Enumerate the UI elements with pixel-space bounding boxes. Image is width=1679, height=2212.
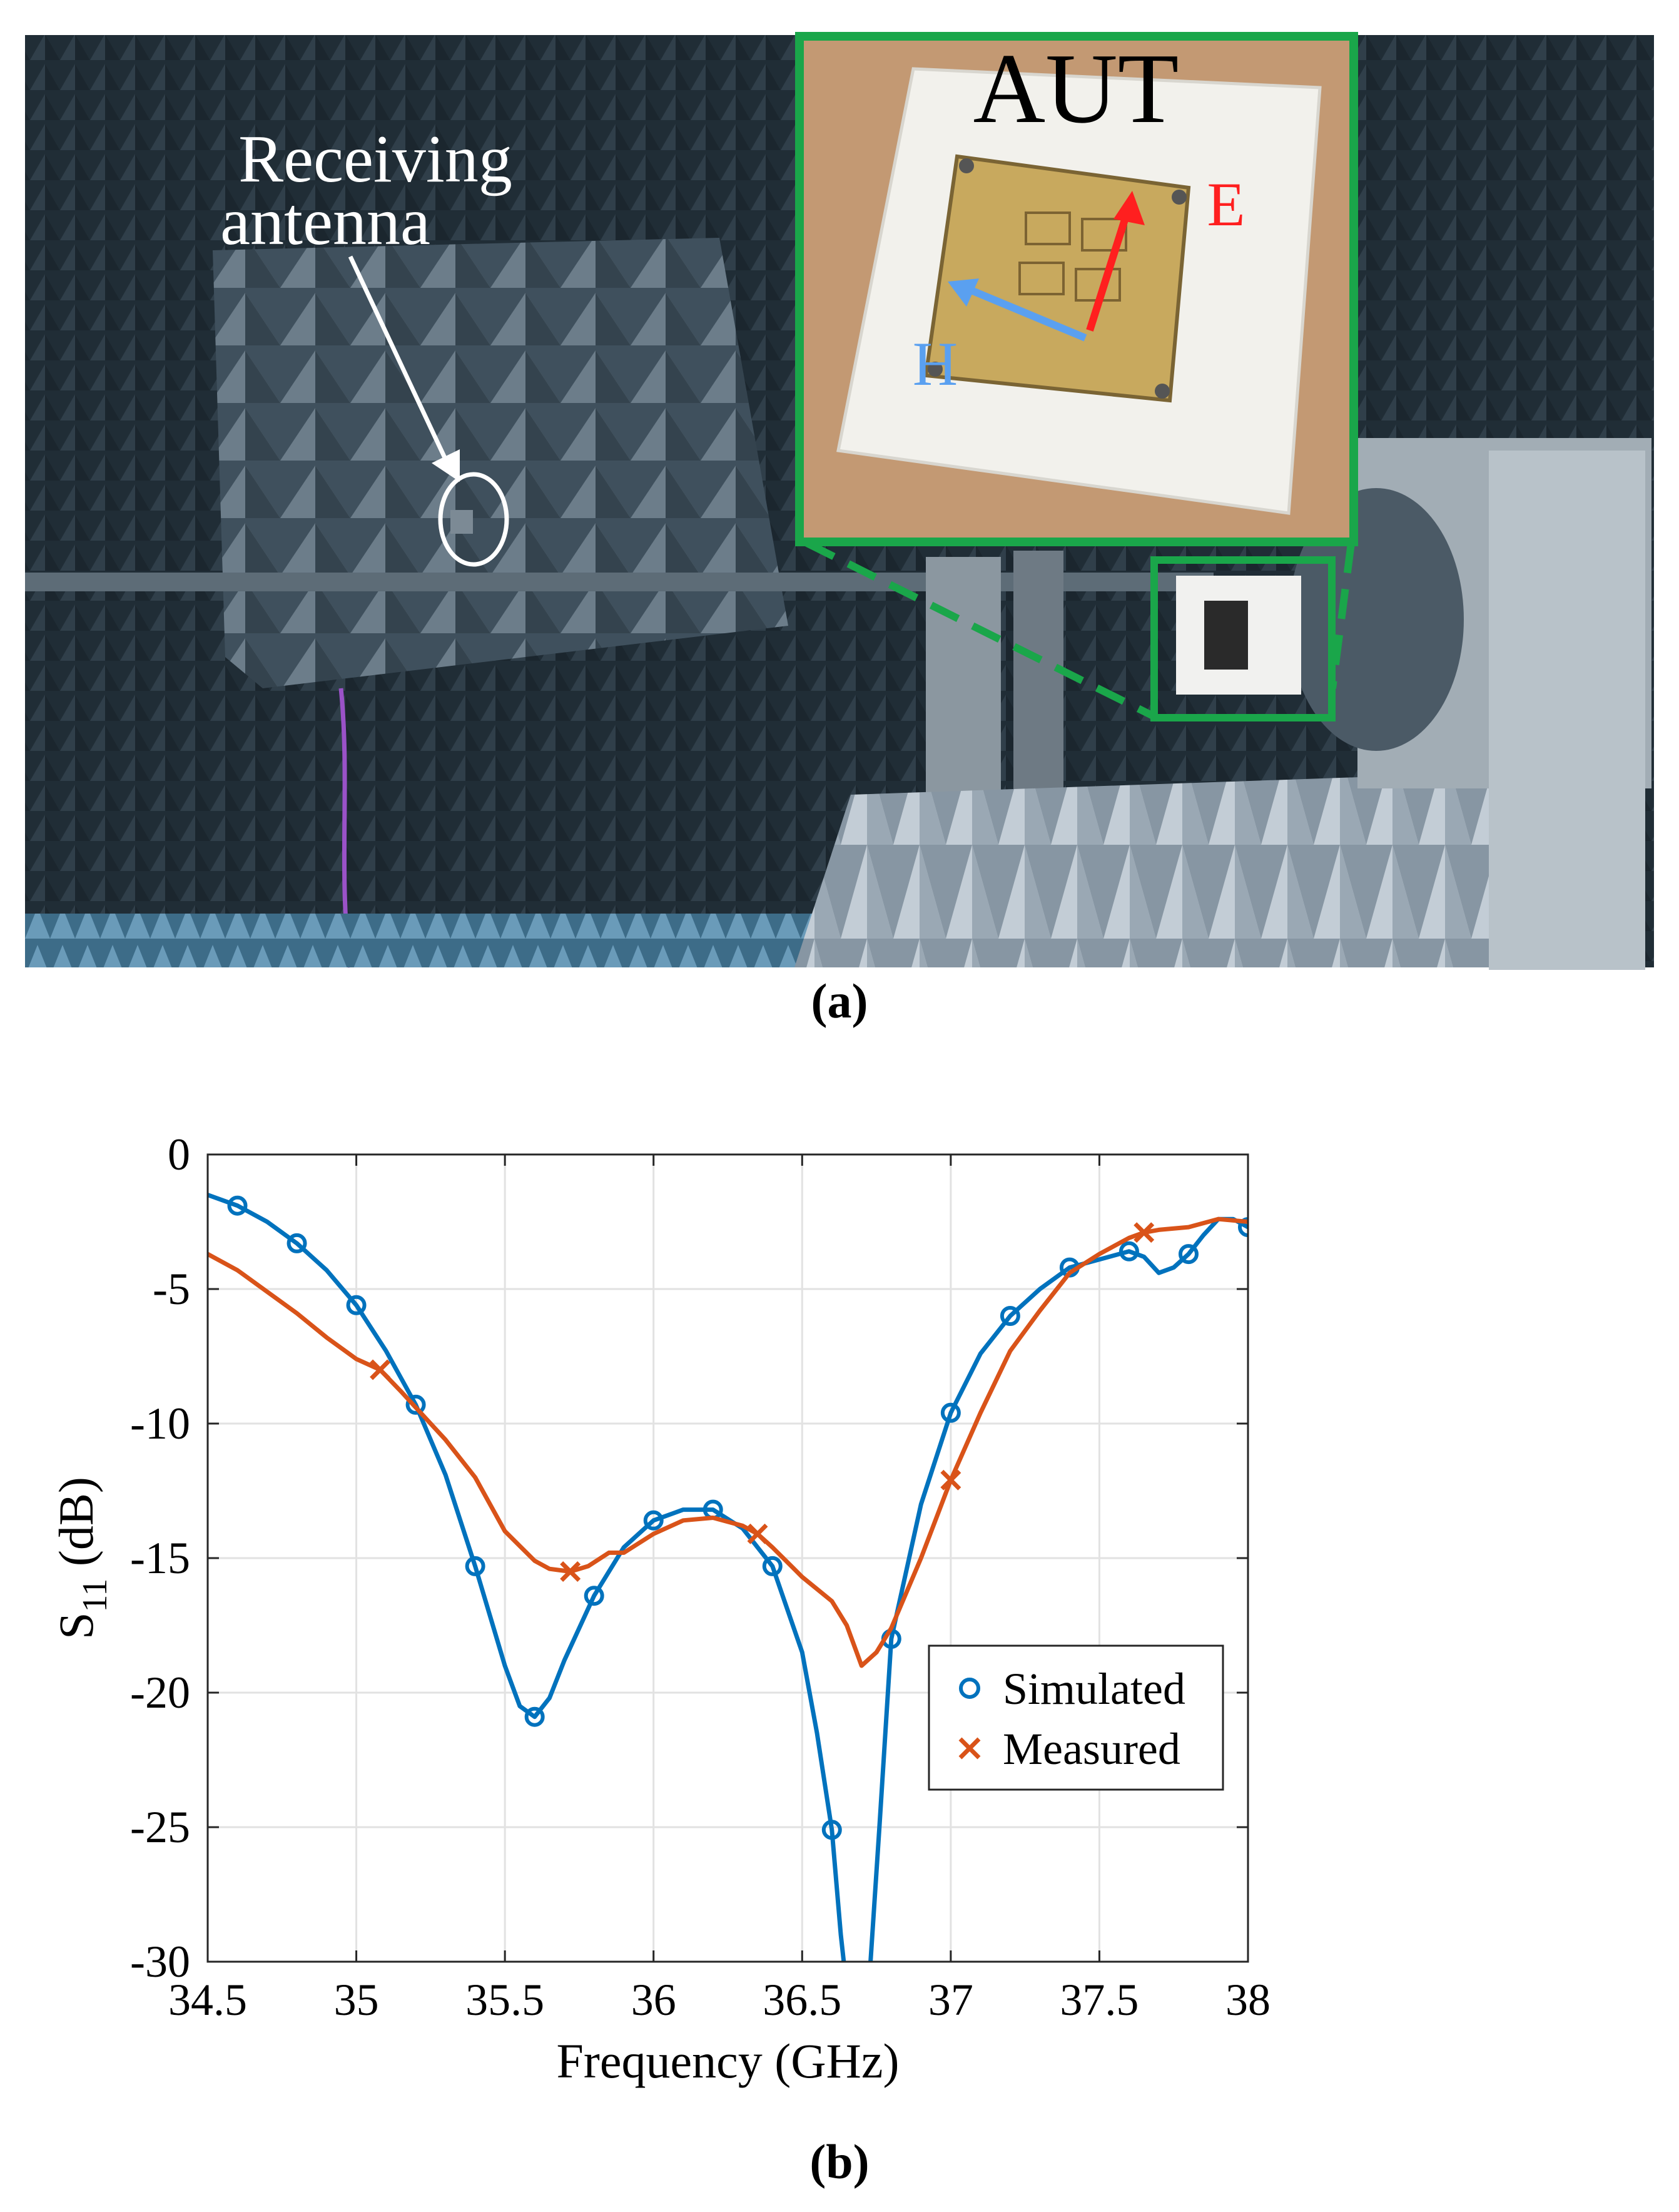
data-point-simulated: [584, 1586, 604, 1606]
h-field-arrowhead: [948, 278, 979, 307]
legend-box: [928, 1644, 1224, 1791]
data-point-measured: [940, 1469, 961, 1491]
data-point-measured: [1134, 1222, 1155, 1243]
x-tick-label: 37: [928, 1975, 973, 2025]
series-measured: [208, 1216, 1248, 1668]
y-axis-label-main: S: [49, 1613, 103, 1639]
data-point-simulated: [762, 1556, 783, 1576]
x-tick-label: 38: [1225, 1975, 1271, 2025]
data-point-simulated: [465, 1556, 485, 1576]
legend-marker-simulated: [959, 1678, 980, 1699]
data-point-measured: [560, 1561, 581, 1582]
receiving-antenna-label-line1: Receiving: [238, 122, 512, 196]
e-field-arrow: [1086, 215, 1130, 332]
y-tick-label: -5: [153, 1264, 190, 1314]
y-axis-label-subscript: 11: [76, 1579, 114, 1613]
h-field-arrow: [971, 287, 1087, 342]
x-tick-label: 35.5: [465, 1975, 544, 2025]
y-tick-label: -10: [130, 1399, 190, 1449]
receiving-antenna-label-line2: antenna: [220, 185, 430, 259]
data-point-simulated: [821, 1820, 842, 1840]
x-axis-label: Frequency (GHz): [557, 2034, 900, 2088]
y-axis-label-unit: (dB): [49, 1477, 103, 1578]
x-tick-label: 35: [334, 1975, 379, 2025]
aut-location-frame: [1150, 556, 1336, 721]
aut-inset: AUT E H: [799, 33, 1354, 542]
data-point-measured: [370, 1359, 391, 1380]
x-tick-label: 34.5: [168, 1975, 247, 2025]
y-tick-label: -30: [130, 1937, 190, 1987]
e-field-label: E: [1207, 170, 1245, 239]
data-point-simulated: [227, 1195, 248, 1216]
y-tick-label: -20: [130, 1668, 190, 1718]
h-field-label: H: [913, 329, 958, 399]
caption-a: (a): [811, 974, 868, 1028]
y-tick-label: 0: [168, 1129, 190, 1180]
measurement-setup-photo: Receiving antenna AUT E H: [25, 32, 1654, 970]
aut-label: AUT: [973, 33, 1179, 144]
data-point-simulated: [1178, 1244, 1199, 1265]
receiving-antenna-marker: [438, 472, 509, 567]
data-point-measured: [747, 1523, 768, 1544]
caption-b: (b): [809, 2134, 870, 2189]
data-point-simulated: [940, 1402, 961, 1423]
data-point-simulated: [643, 1510, 664, 1531]
series-line-measured: [208, 1216, 1248, 1668]
y-tick-label: -25: [130, 1802, 190, 1852]
series-line-simulated: [208, 1193, 1248, 1962]
data-point-simulated: [346, 1295, 367, 1315]
legend-marker-measured: [958, 1737, 981, 1760]
data-point-simulated: [524, 1706, 545, 1727]
receiving-antenna-arrow: [348, 255, 450, 464]
receiving-antenna-arrowhead: [432, 449, 460, 482]
aut-inset-frame: [795, 32, 1358, 546]
series-simulated: [208, 1193, 1248, 1962]
data-point-simulated: [1118, 1241, 1139, 1261]
data-point-simulated: [1238, 1217, 1248, 1238]
data-point-simulated: [405, 1394, 426, 1415]
x-tick-label: 36.5: [763, 1975, 841, 2025]
x-tick-label: 36: [631, 1975, 676, 2025]
x-tick-label: 37.5: [1060, 1975, 1139, 2025]
y-tick-label: -15: [130, 1533, 190, 1583]
y-axis-label: S11 (dB): [49, 1477, 114, 1639]
legend-label-measured: Measured: [1003, 1724, 1180, 1774]
data-point-simulated: [287, 1233, 307, 1253]
zoom-connector-left: [805, 539, 1156, 720]
data-point-simulated: [1000, 1306, 1020, 1326]
legend-label-simulated: Simulated: [1003, 1664, 1185, 1714]
e-field-arrowhead: [1113, 191, 1145, 225]
